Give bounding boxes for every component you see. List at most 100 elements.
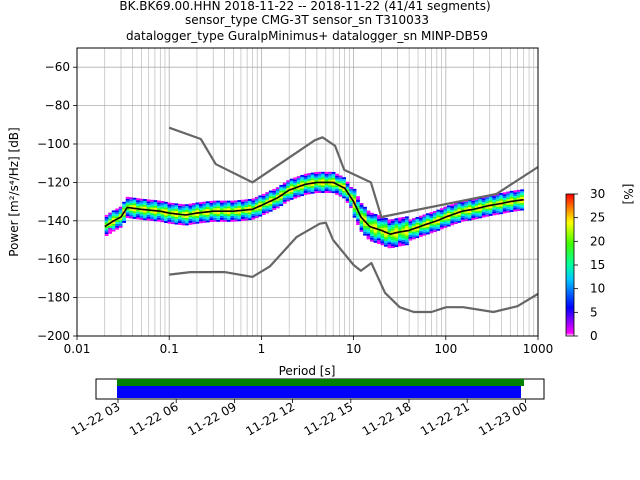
heatmap-cell	[275, 189, 280, 192]
heatmap-cell	[230, 217, 235, 220]
heatmap-cell	[366, 220, 371, 223]
heatmap-cell	[307, 184, 312, 187]
heatmap-cell	[457, 215, 462, 218]
heatmap-cell	[206, 214, 210, 217]
heatmap-cell	[317, 177, 322, 180]
x-tick-label: 1	[258, 342, 266, 356]
heatmap-cell	[509, 208, 514, 211]
heatmap-cell	[286, 191, 291, 194]
heatmap-cell	[439, 212, 444, 214]
heatmap-cell	[513, 209, 518, 212]
heatmap-cell	[223, 217, 228, 220]
heatmap-cell	[356, 223, 360, 226]
heatmap-cell	[356, 205, 360, 208]
heatmap-cell	[108, 220, 113, 223]
heatmap-cell	[108, 224, 113, 227]
heatmap-cell	[251, 209, 256, 212]
heatmap-cell	[132, 197, 137, 200]
heatmap-cell	[279, 200, 284, 203]
heatmap-cell	[153, 203, 158, 206]
heatmap-cell	[464, 217, 469, 220]
heatmap-cell	[202, 203, 207, 206]
heatmap-cell	[478, 212, 483, 215]
heatmap-cell	[275, 194, 280, 197]
heatmap-cell	[474, 201, 479, 204]
heatmap-cell	[314, 175, 319, 178]
heatmap-cell	[450, 204, 455, 207]
y-tick-label: −140	[37, 214, 70, 228]
heatmap-cell	[289, 184, 294, 187]
heatmap-cell	[478, 202, 483, 205]
heatmap-cell	[391, 246, 395, 248]
heatmap-cell	[258, 201, 263, 204]
heatmap-cell	[370, 239, 374, 242]
heatmap-cell	[143, 214, 147, 217]
heatmap-cell	[394, 222, 399, 225]
heatmap-cell	[143, 218, 147, 221]
heatmap-cell	[457, 217, 462, 219]
heatmap-cell	[363, 206, 367, 209]
heatmap-cell	[206, 216, 210, 219]
heatmap-cell	[460, 213, 465, 216]
heatmap-cell	[164, 217, 168, 220]
heatmap-cell	[443, 218, 448, 221]
heatmap-cell	[474, 203, 479, 206]
heatmap-cell	[181, 208, 186, 210]
heatmap-cell	[394, 229, 399, 232]
colorbar-tick-label: 25	[590, 211, 605, 225]
heatmap-cell	[384, 227, 388, 230]
heatmap-cell	[453, 214, 458, 217]
heatmap-cell	[373, 237, 378, 239]
heatmap-cell	[363, 226, 367, 228]
heatmap-cell	[164, 201, 168, 204]
heatmap-cell	[460, 217, 465, 220]
heatmap-cell	[425, 224, 430, 227]
heatmap-cell	[352, 190, 357, 193]
heatmap-cell	[349, 204, 353, 207]
heatmap-cell	[139, 217, 144, 220]
heatmap-cell	[122, 203, 127, 206]
heatmap-cell	[352, 206, 357, 209]
heatmap-cell	[265, 197, 270, 200]
heatmap-cell	[268, 205, 273, 208]
heatmap-cell	[401, 241, 406, 244]
heatmap-cell	[411, 237, 416, 240]
heatmap-cell	[359, 206, 364, 209]
heatmap-cell	[254, 204, 259, 207]
heatmap-cell	[415, 222, 420, 225]
heatmap-cell	[244, 199, 249, 202]
heatmap-cell	[460, 212, 465, 214]
heatmap-cell	[321, 191, 326, 193]
heatmap-cell	[111, 223, 116, 226]
heatmap-cell	[129, 197, 133, 200]
heatmap-cell	[150, 215, 154, 218]
heatmap-cell	[387, 244, 392, 247]
heatmap-cell	[115, 208, 120, 211]
heatmap-cell	[352, 192, 357, 195]
heatmap-cell	[499, 196, 504, 199]
heatmap-cell	[122, 207, 127, 210]
heatmap-cell	[485, 214, 490, 217]
heatmap-cell	[422, 220, 427, 223]
heatmap-cell	[240, 215, 245, 217]
heatmap-cell	[317, 179, 322, 182]
heatmap-cell	[387, 229, 392, 231]
heatmap-cell	[115, 214, 120, 217]
heatmap-cell	[272, 192, 277, 195]
heatmap-cell	[488, 208, 493, 211]
heatmap-cell	[111, 212, 116, 215]
heatmap-cell	[391, 244, 395, 247]
heatmap-cell	[425, 215, 430, 218]
heatmap-cell	[516, 207, 521, 210]
heatmap-cell	[122, 205, 127, 208]
heatmap-cell	[425, 213, 430, 216]
heatmap-cell	[401, 228, 406, 231]
heatmap-cell	[237, 207, 242, 210]
heatmap-cell	[136, 211, 140, 214]
heatmap-cell	[230, 208, 235, 211]
heatmap-cell	[418, 221, 423, 224]
heatmap-cell	[520, 189, 525, 192]
heatmap-cell	[303, 181, 308, 184]
heatmap-cell	[223, 214, 228, 216]
heatmap-cell	[317, 189, 322, 192]
